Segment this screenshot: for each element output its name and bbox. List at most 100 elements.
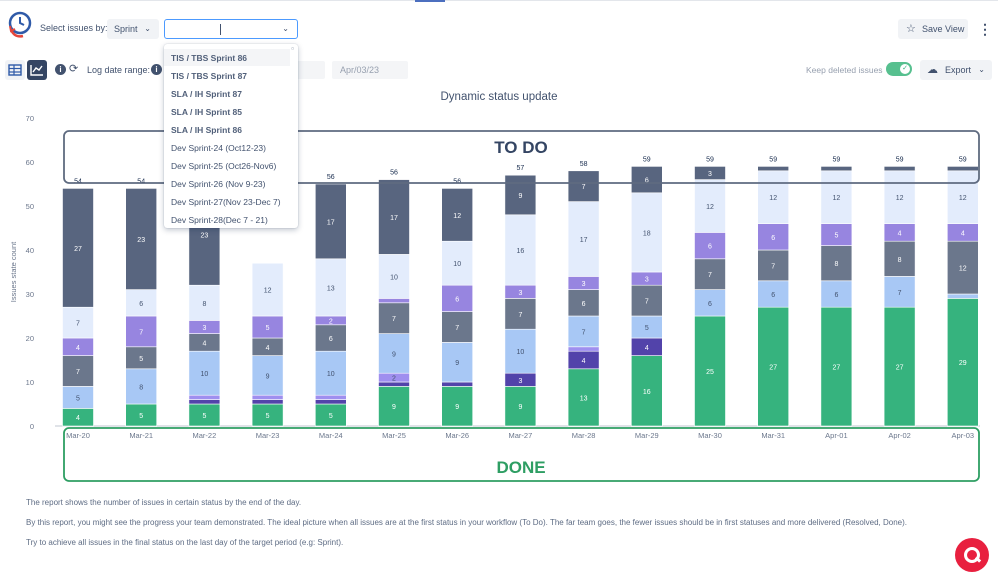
bar-segment bbox=[946, 166, 979, 172]
info-icon[interactable]: i bbox=[151, 64, 162, 75]
dropdown-item[interactable]: Dev Sprint-25 (Oct26-Nov6) bbox=[171, 161, 277, 171]
bar-total-label: 59 bbox=[833, 156, 841, 163]
bar-total-label: 56 bbox=[327, 174, 335, 181]
bar-segment bbox=[378, 386, 410, 427]
help-chat-button[interactable] bbox=[955, 538, 989, 572]
bar-segment bbox=[62, 188, 94, 308]
chevron-down-icon: ⌄ bbox=[978, 65, 985, 74]
dropdown-item[interactable]: Dev Sprint-28(Dec 7 - 21) bbox=[171, 215, 268, 225]
bar-segment bbox=[630, 192, 663, 273]
bar-value-label: 4 bbox=[76, 415, 80, 422]
bar-segment bbox=[694, 258, 726, 290]
bar-segment bbox=[567, 368, 600, 427]
dropdown-item[interactable]: Dev Sprint-24 (Oct12-23) bbox=[171, 143, 266, 153]
dropdown-item[interactable]: SLA / IH Sprint 87 bbox=[171, 89, 243, 99]
x-tick-label: Mar-23 bbox=[256, 431, 280, 440]
bar-value-label: 12 bbox=[833, 195, 841, 202]
bar-value-label: 18 bbox=[643, 230, 651, 237]
bar-segment bbox=[504, 174, 537, 216]
save-view-button[interactable]: ☆ Save View bbox=[898, 19, 968, 39]
report-note-3: Try to achieve all issues in the final s… bbox=[26, 538, 344, 547]
x-tick-label: Mar-25 bbox=[382, 431, 406, 440]
bar-value-label: 6 bbox=[708, 301, 712, 308]
bar-value-label: 4 bbox=[645, 345, 649, 352]
y-axis-label: Issues state count bbox=[9, 241, 18, 302]
bar-segment bbox=[62, 306, 94, 339]
search-help-icon bbox=[964, 547, 980, 563]
export-label: Export bbox=[945, 65, 972, 75]
bar-segment bbox=[188, 350, 221, 396]
chart-view-button[interactable] bbox=[27, 60, 47, 80]
dropdown-item[interactable]: SLA / IH Sprint 85 bbox=[171, 107, 243, 117]
bar-value-label: 23 bbox=[137, 237, 145, 244]
bar-value-label: 10 bbox=[201, 371, 209, 378]
bar-value-label: 9 bbox=[518, 404, 522, 411]
bar-value-label: 27 bbox=[769, 365, 777, 372]
dropdown-item[interactable]: SLA / IH Sprint 86 bbox=[171, 125, 243, 135]
bar-value-label: 27 bbox=[896, 365, 904, 372]
bar-value-label: 7 bbox=[518, 312, 522, 319]
bar-value-label: 4 bbox=[582, 358, 586, 365]
bar-segment bbox=[694, 166, 726, 180]
bar-value-label: 5 bbox=[202, 413, 206, 420]
bar-total-label: 59 bbox=[706, 156, 714, 163]
cloud-download-icon: ☁ bbox=[927, 64, 938, 76]
info-icon[interactable]: i bbox=[55, 64, 66, 75]
y-tick-label: 0 bbox=[30, 422, 34, 431]
bar-value-label: 3 bbox=[582, 281, 586, 288]
y-tick-label: 40 bbox=[26, 246, 34, 255]
refresh-icon[interactable]: ⟳ bbox=[69, 63, 79, 75]
table-view-button[interactable] bbox=[5, 60, 25, 80]
bar-segment bbox=[378, 333, 410, 374]
bar-segment bbox=[251, 355, 284, 396]
kebab-icon[interactable]: ⋮ bbox=[978, 21, 992, 37]
x-tick-label: Mar-22 bbox=[193, 431, 217, 440]
bar-value-label: 2 bbox=[392, 376, 396, 383]
x-tick-label: Mar-30 bbox=[698, 431, 722, 440]
bar-segment bbox=[567, 289, 600, 317]
done-annotation-label: DONE bbox=[496, 458, 545, 477]
bar-value-label: 5 bbox=[645, 325, 649, 332]
bar-segment bbox=[883, 166, 916, 172]
bar-segment bbox=[441, 342, 474, 383]
text-cursor bbox=[220, 24, 221, 35]
bar-value-label: 17 bbox=[327, 219, 335, 226]
bar-value-label: 5 bbox=[329, 413, 333, 420]
x-tick-label: Mar-26 bbox=[445, 431, 469, 440]
keep-deleted-toggle[interactable]: ✓ bbox=[886, 62, 912, 76]
done-annotation-frame bbox=[63, 427, 980, 482]
bar-value-label: 7 bbox=[455, 325, 459, 332]
bar-segment bbox=[504, 214, 537, 286]
bar-segment bbox=[62, 355, 94, 387]
bar-segment bbox=[567, 315, 600, 348]
keep-deleted-label: Keep deleted issues bbox=[806, 65, 883, 75]
bar-value-label: 12 bbox=[769, 195, 777, 202]
date-from-input[interactable] bbox=[295, 61, 325, 79]
dropdown-item[interactable]: TIS / TBS Sprint 86 bbox=[164, 49, 290, 66]
bar-value-label: 9 bbox=[455, 360, 459, 367]
dropdown-item[interactable]: Dev Sprint-26 (Nov 9-23) bbox=[171, 179, 266, 189]
bar-value-label: 5 bbox=[76, 395, 80, 402]
bar-value-label: 8 bbox=[834, 261, 838, 268]
y-tick-label: 50 bbox=[26, 202, 34, 211]
bar-value-label: 7 bbox=[645, 299, 649, 306]
bar-value-label: 12 bbox=[959, 195, 967, 202]
bar-value-label: 6 bbox=[708, 244, 712, 251]
select-by-dropdown[interactable]: Sprint ⌄ bbox=[107, 19, 159, 39]
bar-value-label: 12 bbox=[896, 195, 904, 202]
export-button[interactable]: ☁ Export ⌄ bbox=[920, 60, 992, 80]
date-to-input[interactable]: Apr/03/23 bbox=[332, 61, 408, 79]
sprint-search-input[interactable]: ⌄ bbox=[164, 19, 298, 39]
table-icon bbox=[8, 64, 22, 76]
bar-value-label: 8 bbox=[202, 301, 206, 308]
bar-segment bbox=[946, 293, 979, 299]
bar-value-label: 23 bbox=[201, 233, 209, 240]
x-tick-label: Mar-31 bbox=[761, 431, 785, 440]
dropdown-item[interactable]: TIS / TBS Sprint 87 bbox=[171, 71, 248, 81]
bar-value-label: 3 bbox=[518, 378, 522, 385]
bar-total-label: 59 bbox=[959, 156, 967, 163]
dropdown-item[interactable]: Dev Sprint-27(Nov 23-Dec 7) bbox=[171, 197, 281, 207]
select-issues-label: Select issues by: bbox=[40, 23, 108, 33]
x-tick-label: Mar-20 bbox=[66, 431, 90, 440]
